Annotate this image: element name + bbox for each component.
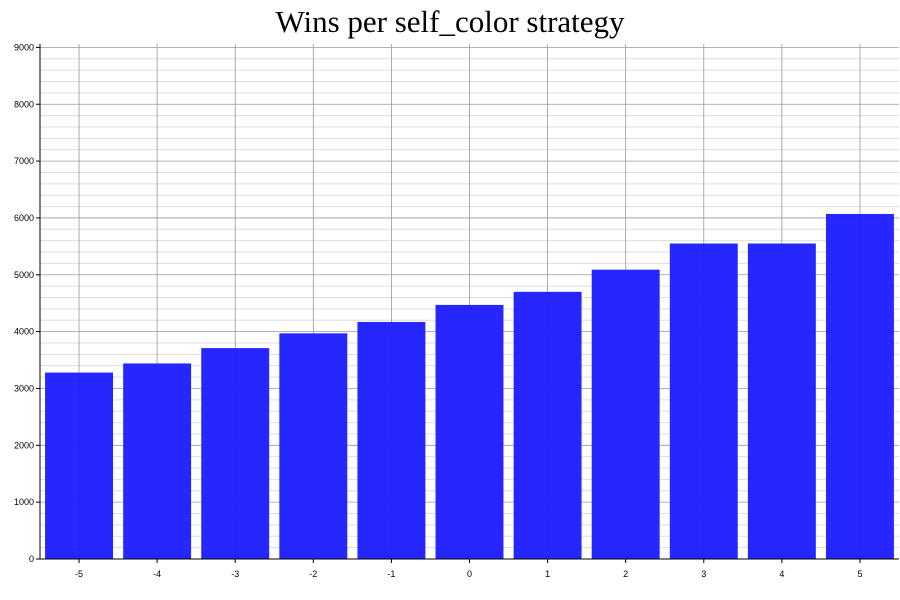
x-axis-ticks: -5 -4 -3 -2 -1 0 1 2 3 4 5: [75, 559, 862, 579]
x-tick-label: -5: [75, 569, 83, 579]
x-tick-label: 3: [701, 569, 706, 579]
bar--5: [45, 372, 114, 559]
x-tick-label: -3: [231, 569, 239, 579]
x-tick-label: -1: [387, 569, 395, 579]
bar-1: [513, 291, 582, 559]
y-tick-label: 9000: [14, 42, 34, 52]
y-axis-ticks: 0 1000 2000 3000 4000 5000 6000 7000 8000 9000: [14, 42, 40, 564]
y-tick-label: 8000: [14, 99, 34, 109]
y-tick-label: 6000: [14, 213, 34, 223]
y-tick-label: 2000: [14, 440, 34, 450]
bar-2: [591, 269, 660, 559]
y-tick-label: 0: [29, 554, 34, 564]
bar--3: [201, 348, 270, 559]
x-tick-label: 0: [467, 569, 472, 579]
x-tick-label: 4: [779, 569, 784, 579]
bars: [45, 213, 894, 559]
chart-title: Wins per self_color strategy: [275, 4, 625, 39]
y-tick-label: 5000: [14, 270, 34, 280]
bar--1: [357, 321, 426, 559]
y-tick-label: 7000: [14, 156, 34, 166]
x-tick-label: 5: [857, 569, 862, 579]
bar-0: [435, 304, 504, 559]
bar-5: [825, 213, 894, 559]
bar-4: [747, 243, 816, 559]
y-tick-label: 3000: [14, 383, 34, 393]
x-tick-label: 1: [545, 569, 550, 579]
bar--2: [279, 333, 348, 559]
bar-3: [669, 243, 738, 559]
x-tick-label: -4: [153, 569, 161, 579]
bar--4: [123, 363, 192, 559]
x-tick-label: -2: [309, 569, 317, 579]
y-tick-label: 1000: [14, 497, 34, 507]
x-tick-label: 2: [623, 569, 628, 579]
y-tick-label: 4000: [14, 327, 34, 337]
